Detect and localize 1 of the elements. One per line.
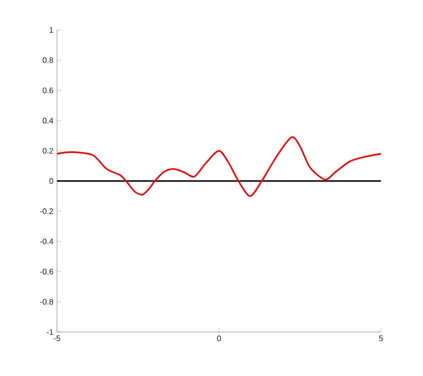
line-series xyxy=(56,136,382,197)
